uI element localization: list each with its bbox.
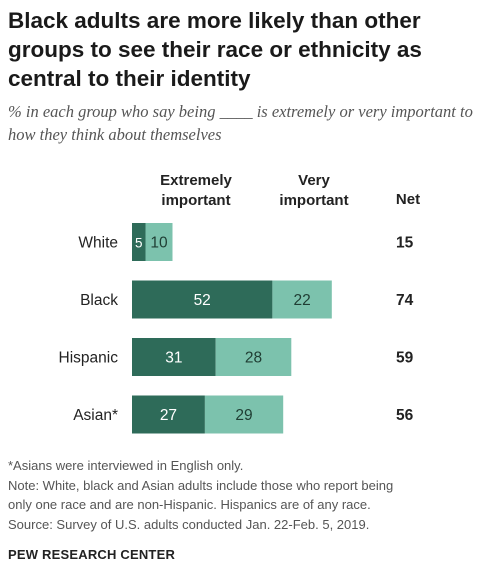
- data-label-hispanic-very: 28: [245, 350, 262, 367]
- net-value-hispanic: 59: [396, 350, 414, 367]
- data-label-asian-extremely: 27: [160, 407, 177, 424]
- series-header-very-line-1: Very: [298, 172, 330, 189]
- category-label-hispanic: Hispanic: [59, 350, 119, 367]
- net-value-black: 74: [396, 292, 414, 309]
- net-header: Net: [396, 191, 420, 208]
- chart-title: Black adults are more likely than other …: [8, 8, 422, 91]
- bar-black-extremely: [132, 280, 273, 319]
- bar-hispanic-extremely: [132, 338, 216, 376]
- data-label-white-extremely: 5: [135, 236, 143, 251]
- bar-asian-very: [204, 395, 284, 434]
- data-label-white-very: 10: [150, 235, 168, 252]
- source-brand: PEW RESEARCH CENTER: [8, 547, 176, 562]
- net-value-asian: 56: [396, 407, 414, 424]
- data-label-asian-very: 29: [235, 407, 252, 424]
- data-label-black-extremely: 52: [194, 292, 211, 309]
- category-label-black: Black: [80, 292, 118, 309]
- stacked-bar-chart: Extremely important Very important Net White 5…: [59, 172, 420, 434]
- net-value-white: 15: [396, 235, 414, 252]
- bar-black-very: [272, 280, 332, 319]
- series-header-very-line-2: important: [279, 192, 348, 209]
- source-line: Source: Survey of U.S. adults conducted …: [8, 516, 370, 532]
- series-header-extremely-line-2: important: [161, 192, 230, 209]
- data-label-black-very: 22: [293, 292, 310, 309]
- data-label-hispanic-extremely: 31: [165, 350, 182, 367]
- bar-white-extremely: [132, 223, 146, 261]
- category-label-white: White: [78, 235, 118, 252]
- chart-subtitle: % in each group who say being ____ is ex…: [8, 102, 473, 144]
- bar-hispanic-very: [215, 338, 292, 376]
- bar-white-very: [145, 223, 173, 261]
- chart-notes: *Asians were interviewed in English only…: [8, 456, 484, 534]
- note-line-1: Note: White, black and Asian adults incl…: [8, 477, 394, 493]
- category-label-asian: Asian*: [73, 407, 118, 424]
- bar-asian-extremely: [132, 395, 205, 434]
- note-line-2: only one race and are non-Hispanic. Hisp…: [8, 497, 371, 512]
- series-header-extremely-line-1: Extremely: [160, 172, 232, 189]
- footnote-asians: *Asians were interviewed in English only…: [8, 458, 244, 473]
